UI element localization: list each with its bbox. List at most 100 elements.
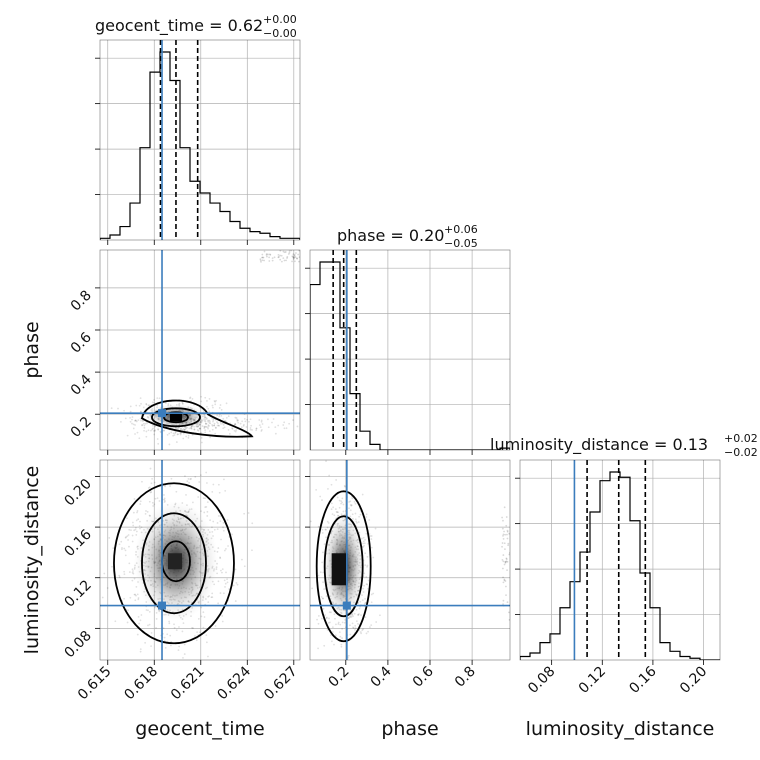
sample-point <box>134 528 137 531</box>
sample-point <box>206 400 208 402</box>
panels-layer: 0.08 0.12 0.16 0.200.20.40.60.80.615 0.618 0.… <box>61 39 721 703</box>
sample-point <box>349 624 351 627</box>
sample-point <box>162 627 165 630</box>
sample-point <box>508 532 510 535</box>
sample-point <box>214 403 217 406</box>
sample-point <box>153 481 156 484</box>
sample-point <box>131 418 133 421</box>
sample-point <box>145 402 148 405</box>
sample-point <box>149 467 152 470</box>
sample-point <box>148 623 151 626</box>
sample-point <box>183 428 186 431</box>
sample-point <box>192 627 194 630</box>
sample-point <box>341 621 344 624</box>
sample-point <box>292 256 295 258</box>
sample-point <box>293 254 296 257</box>
sample-point <box>152 427 154 430</box>
sample-point <box>321 532 324 534</box>
sample-point <box>322 597 324 600</box>
sample-point <box>174 431 177 434</box>
sample-point <box>331 631 334 633</box>
sample-point <box>214 432 217 435</box>
sample-point <box>202 497 205 500</box>
sample-point <box>139 619 142 622</box>
sample-point <box>277 424 280 427</box>
sample-point <box>182 428 185 430</box>
sample-point <box>501 542 504 544</box>
sample-point <box>296 257 298 260</box>
sample-point <box>134 424 136 426</box>
sample-point <box>219 515 222 517</box>
sample-point <box>317 622 320 625</box>
sample-point <box>142 419 145 422</box>
sample-point <box>206 405 208 408</box>
sample-point <box>328 617 330 620</box>
sample-point <box>293 257 295 259</box>
sample-point <box>148 486 151 489</box>
sample-point <box>223 426 226 429</box>
sample-point <box>364 616 367 619</box>
sample-point <box>124 549 127 552</box>
sample-point <box>191 433 194 436</box>
sample-point <box>331 626 334 629</box>
panel-frame <box>519 459 721 661</box>
sample-point <box>311 587 314 590</box>
sample-point <box>200 400 203 403</box>
density-peak <box>331 553 348 586</box>
title-phase-plus: +0.06 <box>444 223 478 236</box>
sample-point <box>224 582 227 585</box>
x-tick-label-luminosity_distance: 0.12 <box>576 664 609 697</box>
sample-point <box>501 545 503 548</box>
sample-point <box>501 516 503 519</box>
sample-point <box>236 419 239 422</box>
sample-point <box>317 574 320 577</box>
sample-point <box>216 522 219 524</box>
sample-point <box>173 626 176 629</box>
sample-point <box>255 429 258 432</box>
sample-point <box>222 529 225 532</box>
sample-point <box>220 408 223 411</box>
sample-point <box>199 427 201 430</box>
sample-point <box>502 581 505 584</box>
sample-point <box>220 422 222 425</box>
sample-point <box>341 497 344 500</box>
sample-point <box>132 511 135 514</box>
sample-point <box>148 610 151 613</box>
sample-point <box>163 497 166 500</box>
sample-point <box>158 500 161 502</box>
sample-point <box>191 627 193 629</box>
sample-point <box>206 482 208 484</box>
sample-point <box>136 511 138 514</box>
sample-point <box>265 253 268 255</box>
sample-point <box>265 255 268 258</box>
sample-point <box>351 622 354 625</box>
sample-point <box>227 545 229 547</box>
sample-point <box>322 597 324 600</box>
sample-point <box>132 570 134 572</box>
sample-point <box>370 535 373 537</box>
sample-point <box>310 520 312 523</box>
sample-point <box>325 460 327 463</box>
sample-point <box>144 641 147 644</box>
sample-point <box>123 573 126 576</box>
sample-point <box>292 258 295 260</box>
sample-point <box>139 417 142 420</box>
sample-point <box>180 427 182 430</box>
sample-point <box>168 443 171 446</box>
sample-point <box>222 526 224 529</box>
sample-point <box>206 510 209 513</box>
sample-point <box>203 616 206 618</box>
sample-point <box>296 257 299 260</box>
sample-point <box>508 553 510 556</box>
sample-point <box>164 402 167 405</box>
sample-point <box>333 514 336 517</box>
sample-point <box>219 592 222 594</box>
sample-point <box>206 417 208 420</box>
sample-point <box>213 528 216 531</box>
sample-point <box>502 533 505 536</box>
sample-point <box>170 431 173 434</box>
sample-point <box>150 491 153 493</box>
sample-point <box>342 503 345 506</box>
sample-point <box>126 517 128 520</box>
sample-point <box>234 568 237 571</box>
